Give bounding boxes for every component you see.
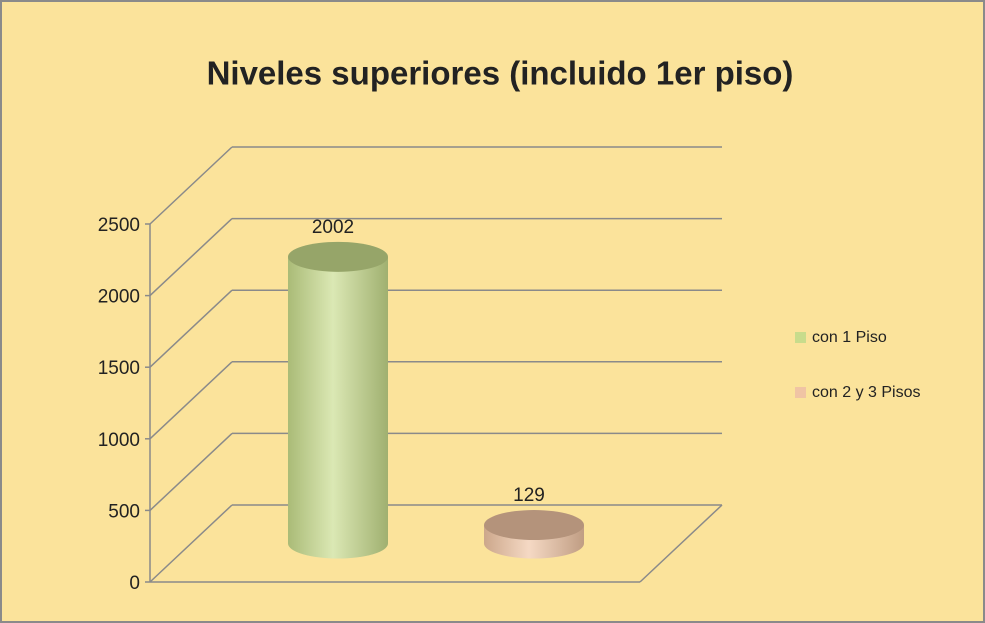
grid-line (149, 504, 233, 583)
bar-top (288, 241, 388, 272)
legend-swatch (795, 387, 806, 398)
y-tick-label: 1000 (98, 430, 140, 451)
floor-side (639, 504, 723, 583)
legend-label: con 2 y 3 Pisos (812, 384, 921, 401)
grid-line (149, 432, 233, 511)
grid-line (149, 289, 233, 368)
y-tick-label: 2000 (98, 287, 140, 308)
legend-swatch (795, 332, 806, 343)
y-tick-label: 2500 (98, 215, 140, 236)
legend-label: con 1 Piso (812, 329, 887, 346)
y-tick-label: 0 (129, 573, 140, 594)
grid-line (149, 146, 233, 225)
grid-line (149, 361, 233, 440)
y-tick-label: 1500 (98, 358, 140, 379)
data-label: 129 (513, 485, 545, 506)
chart-title: Niveles superiores (incluido 1er piso) (207, 55, 794, 92)
grid-line (149, 218, 233, 297)
data-label: 2002 (312, 217, 354, 238)
y-tick-label: 500 (108, 501, 140, 522)
bar-top (484, 510, 584, 541)
bar (288, 256, 388, 559)
